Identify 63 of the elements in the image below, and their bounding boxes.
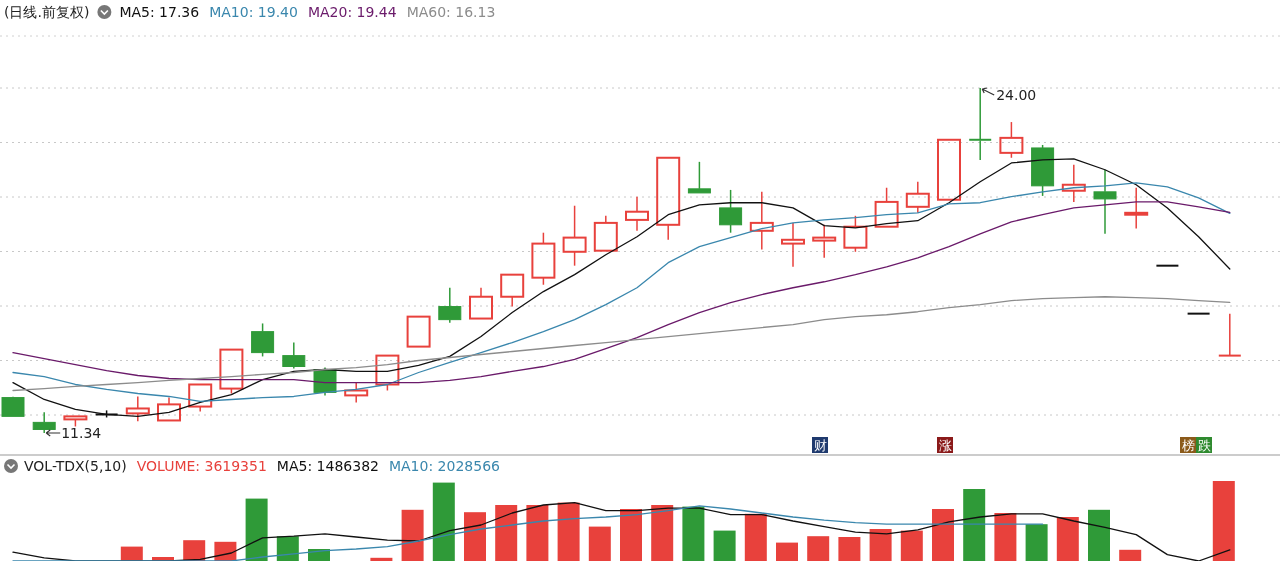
bar xyxy=(526,505,549,561)
candlestick xyxy=(469,287,493,320)
candlestick xyxy=(749,191,774,251)
bar xyxy=(557,502,580,561)
bar xyxy=(776,542,798,561)
candlestick xyxy=(157,396,181,422)
text: MA5: 1486382 xyxy=(276,458,379,474)
candlestick xyxy=(625,195,649,232)
candlestick xyxy=(1093,169,1117,235)
candlestick xyxy=(656,156,681,241)
bar xyxy=(1088,509,1110,561)
text: MA10: 2028566 xyxy=(388,458,501,474)
candlestick xyxy=(812,224,837,259)
chart-title: VOL-TDX(5,10) xyxy=(24,458,127,474)
bar xyxy=(370,557,393,561)
bar xyxy=(900,530,923,561)
bar xyxy=(464,512,486,561)
text: MA10: 19.40 xyxy=(209,4,298,20)
bar xyxy=(963,489,986,561)
bar xyxy=(620,509,642,561)
bar xyxy=(495,505,518,561)
bar xyxy=(744,513,767,561)
bar xyxy=(682,506,705,561)
candlestick xyxy=(1217,312,1242,357)
bar xyxy=(276,536,299,561)
bar xyxy=(1119,549,1142,561)
bar xyxy=(869,529,892,561)
bar xyxy=(120,546,143,561)
text: MA20: 19.44 xyxy=(307,4,397,20)
candlestick xyxy=(687,161,711,194)
candlestick xyxy=(968,87,993,161)
bar xyxy=(994,513,1017,561)
bar xyxy=(932,509,954,561)
text: MA5: 17.36 xyxy=(119,4,200,20)
candlestick xyxy=(937,138,961,201)
series-label: VOLUME: 3619351 xyxy=(136,458,267,474)
bar xyxy=(1025,524,1048,561)
candlestick xyxy=(593,215,618,252)
bar xyxy=(183,540,206,561)
candlestick xyxy=(344,381,369,404)
candlestick xyxy=(781,222,805,268)
annotation: 24.00 xyxy=(996,87,1037,103)
candlestick xyxy=(1124,186,1149,230)
text: MA60: 16.13 xyxy=(406,4,496,20)
candlestick xyxy=(438,287,462,324)
candlestick xyxy=(1061,164,1086,203)
chart-title: (日线.前复权) xyxy=(4,4,90,20)
bar xyxy=(838,537,861,561)
bar xyxy=(1212,481,1235,561)
candlestick xyxy=(125,395,150,423)
candlestick xyxy=(406,315,431,348)
candlestick xyxy=(1155,264,1180,267)
candlestick xyxy=(500,273,525,308)
candlestick xyxy=(1186,312,1211,315)
bar xyxy=(401,509,424,561)
bar xyxy=(713,530,736,561)
bar xyxy=(588,526,611,561)
bar xyxy=(432,482,455,561)
annotation: 11.34 xyxy=(61,425,102,441)
bar xyxy=(651,505,674,561)
bar xyxy=(807,536,830,561)
bar xyxy=(245,498,268,561)
bar xyxy=(1056,517,1079,561)
